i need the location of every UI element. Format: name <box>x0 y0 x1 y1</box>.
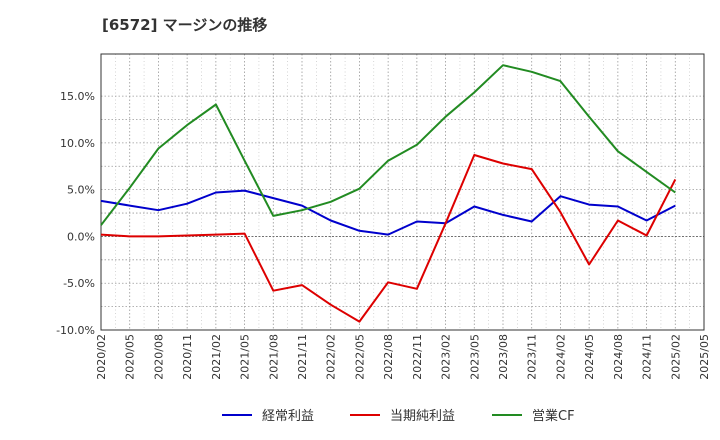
y-tick-label: 15.0% <box>60 90 95 103</box>
series-lines <box>100 64 677 323</box>
x-tick-label: 2021/08 <box>267 334 280 380</box>
x-tick-label: 2021/02 <box>210 334 223 380</box>
x-tick-label: 2022/11 <box>411 334 424 380</box>
x-tick-label: 2020/08 <box>152 334 165 380</box>
legend-label: 経常利益 <box>262 409 314 424</box>
series-line-1 <box>100 154 677 323</box>
x-tick-label: 2023/11 <box>526 334 539 380</box>
x-tick-label: 2022/05 <box>353 334 366 380</box>
y-tick-label: 10.0% <box>60 137 95 150</box>
x-tick-label: 2025/05 <box>698 334 711 380</box>
chart-title: [6572] マージンの推移 <box>102 16 268 34</box>
x-tick-label: 2024/11 <box>641 334 654 380</box>
x-tick-label: 2021/05 <box>239 334 252 380</box>
plot-frame <box>100 53 705 331</box>
series-line-2 <box>100 64 676 226</box>
x-tick-label: 2023/05 <box>468 334 481 380</box>
x-tick-label: 2022/02 <box>325 334 338 380</box>
x-tick-label: 2021/11 <box>296 334 309 380</box>
x-tick-label: 2022/08 <box>382 334 395 380</box>
x-tick-label: 2020/11 <box>181 334 194 380</box>
grid-layer <box>101 54 704 330</box>
legend-label: 営業CF <box>532 408 575 424</box>
x-tick-label: 2024/08 <box>612 334 625 380</box>
x-tick-label: 2024/02 <box>554 334 567 380</box>
x-tick-label: 2025/02 <box>669 334 682 380</box>
x-tick-label: 2020/02 <box>95 334 108 380</box>
x-tick-label: 2024/05 <box>583 334 596 380</box>
y-tick-label: 5.0% <box>67 184 95 197</box>
y-tick-labels: 15.0% 10.0% 5.0% 0.0% -5.0% -10.0% <box>56 90 95 337</box>
legend: 経常利益 当期純利益 営業CF <box>222 408 575 424</box>
x-tick-label: 2023/08 <box>497 334 510 380</box>
y-tick-label: -10.0% <box>56 324 95 337</box>
x-tick-labels: 2020/02 2020/05 2020/08 2020/11 2021/02 2021/… <box>95 334 711 380</box>
x-tick-label: 2020/05 <box>124 334 137 380</box>
y-tick-label: 0.0% <box>67 230 95 243</box>
y-tick-label: -5.0% <box>63 277 95 290</box>
series-line-0 <box>100 189 676 236</box>
legend-label: 当期純利益 <box>390 409 455 424</box>
x-tick-label: 2023/02 <box>440 334 453 380</box>
